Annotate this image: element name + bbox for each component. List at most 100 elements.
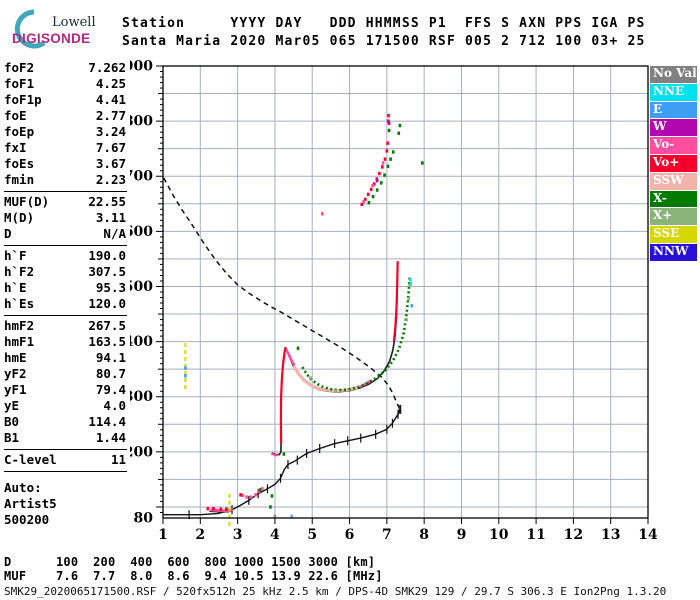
param-row-foep: foEp 3.24 [4, 124, 126, 140]
legend-chip-ssw: SSW [650, 172, 697, 190]
param-label: B1 [4, 430, 20, 445]
param-value: 94.1 [95, 350, 126, 365]
param-value: 114.4 [88, 414, 126, 429]
legend-chip-x+: X+ [650, 208, 697, 226]
param-label: foF1p [4, 92, 42, 107]
param-label: hmF1 [4, 334, 35, 349]
param-value: 80.7 [95, 366, 126, 381]
param-row-hmf2: hmF2 267.5 [4, 318, 126, 334]
param-row-fxi: fxI 7.67 [4, 140, 126, 156]
param-row-b0: B0 114.4 [4, 414, 126, 430]
param-row-yf1: yF1 79.4 [4, 382, 126, 398]
f-trace-bottom-pink [270, 452, 279, 457]
param-label: yF1 [4, 382, 27, 397]
x-mode-nne-dots [409, 278, 413, 286]
f-trace-vo-plus-cusp [279, 346, 287, 444]
param-label: foE [4, 108, 27, 123]
param-value: 4.41 [95, 92, 126, 107]
autoscaling-line: Auto: [4, 480, 42, 495]
param-value: 3.67 [95, 156, 126, 171]
svg-text:800: 800 [130, 114, 153, 130]
param-row-d: D N/A [4, 226, 126, 242]
panel-divider [4, 245, 127, 246]
param-row-md: M(D) 3.11 [4, 210, 126, 226]
param-label: foF1 [4, 76, 35, 91]
param-row-fof1p: foF1p 4.41 [4, 92, 126, 108]
param-value: 190.0 [88, 248, 126, 263]
muf-transmission-curve [163, 177, 401, 409]
panel-divider [4, 471, 127, 472]
param-label: foEs [4, 156, 35, 171]
svg-text:500: 500 [130, 279, 153, 295]
param-value: 2.23 [95, 172, 126, 187]
param-label: M(D) [4, 210, 35, 225]
panel-divider [4, 315, 127, 316]
param-row-fof2: foF2 7.262 [4, 60, 126, 76]
second-hop-x-mode [367, 123, 424, 205]
profile-error-ticks [188, 404, 402, 520]
legend-chip-nnw: NNW [650, 243, 697, 261]
param-row-foe: foE 2.77 [4, 108, 126, 124]
param-row-b1: B1 1.44 [4, 430, 126, 446]
param-value: 307.5 [88, 264, 126, 279]
svg-text:600: 600 [130, 224, 153, 240]
panel-divider [4, 191, 127, 192]
scattered-green-dots [258, 346, 300, 509]
svg-text:1: 1 [158, 527, 168, 543]
velocity-legend: No Val NNE E W Vo- Vo+ SSW X- X+ SSE NNW [650, 66, 697, 261]
param-row-foes: foEs 3.67 [4, 156, 126, 172]
param-row-hmf1: hmF1 163.5 [4, 334, 126, 350]
f-trace-vo-minus-overlay [284, 348, 296, 366]
f-trace-vo-plus-riser [392, 261, 399, 342]
legend-chip-e: E [650, 101, 697, 119]
param-label: MUF(D) [4, 194, 50, 209]
legend-chip-x-: X- [650, 190, 697, 208]
param-row-hf: h`F 190.0 [4, 248, 126, 264]
legend-chip-nne: NNE [650, 83, 697, 101]
true-height-profile [163, 409, 402, 516]
distance-row: D 100 200 400 600 800 1000 1500 3000 [km… [4, 555, 376, 569]
param-value: 22.55 [88, 194, 126, 209]
status-line: SMK29_2020065171500.RSF / 520fx512h 25 k… [4, 585, 667, 598]
param-label: hmE [4, 350, 27, 365]
param-row-hes: h`Es 120.0 [4, 296, 126, 312]
param-value: 1.44 [95, 430, 126, 445]
param-value: 2.77 [95, 108, 126, 123]
param-label: foF2 [4, 60, 35, 75]
param-label: B0 [4, 414, 20, 429]
e-trace-pink [210, 508, 234, 513]
autoscaling-block: Auto: Artist5 500200 [4, 480, 126, 528]
param-row-yf2: yF2 80.7 [4, 366, 126, 382]
svg-text:200: 200 [130, 444, 153, 460]
param-value: 11 [110, 452, 126, 467]
param-value: 7.262 [88, 60, 126, 75]
svg-text:900: 900 [130, 59, 153, 75]
e-trace-red-dots [206, 506, 228, 511]
second-hop-o-mode [360, 113, 390, 207]
param-value: 4.0 [103, 398, 126, 413]
param-value: 120.0 [88, 296, 126, 311]
es-arc-red-dot [239, 493, 242, 497]
param-label: hmF2 [4, 318, 35, 333]
svg-text:80: 80 [134, 511, 154, 527]
svg-text:13: 13 [601, 527, 620, 543]
param-label: h`E [4, 280, 27, 295]
svg-text:4: 4 [270, 527, 280, 543]
param-row-hme: hmE 94.1 [4, 350, 126, 366]
legend-chip-noval: No Val [650, 66, 697, 83]
param-value: 7.67 [95, 140, 126, 155]
lowell-digisonde-logo: Lowell DIGISONDE [12, 9, 96, 49]
param-label: D [4, 226, 12, 241]
param-label: h`F2 [4, 264, 35, 279]
param-value: 95.3 [95, 280, 126, 295]
svg-text:5: 5 [307, 527, 317, 543]
param-value: 163.5 [88, 334, 126, 349]
param-row-hf2: h`F2 307.5 [4, 264, 126, 280]
param-value: N/A [103, 226, 126, 241]
svg-text:14: 14 [638, 527, 658, 543]
svg-text:700: 700 [130, 169, 153, 185]
param-label: fxI [4, 140, 27, 155]
svg-text:400: 400 [130, 334, 153, 350]
param-value: 3.24 [95, 124, 126, 139]
